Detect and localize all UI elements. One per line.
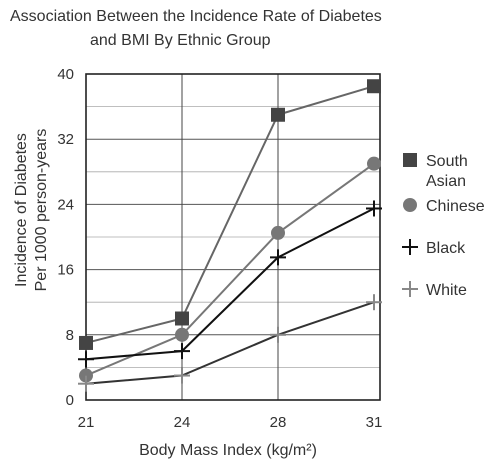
y-axis-label-line-2: Per 1000 person-years: [33, 129, 50, 292]
data-point: [79, 368, 93, 383]
chart-title-line-2: and BMI By Ethnic Group: [90, 32, 271, 49]
chart-title-line-1: Association Between the Incidence Rate o…: [10, 8, 382, 25]
data-point: [174, 367, 190, 384]
x-tick-label: 21: [78, 414, 95, 431]
grid: [85, 73, 381, 401]
data-point: [78, 375, 94, 392]
legend-marker: [402, 239, 418, 255]
data-point: [271, 225, 285, 240]
y-tick-label: 40: [57, 66, 74, 83]
y-tick-labels: 0 8 16 24 32 40: [57, 66, 74, 409]
y-tick-label: 16: [57, 262, 74, 279]
y-tick-label: 0: [66, 392, 74, 409]
data-point: [175, 327, 189, 342]
legend: South Asian Chinese Black White: [402, 153, 485, 299]
legend-label: South: [426, 153, 468, 170]
data-point: [271, 107, 285, 122]
data-point: [367, 156, 381, 171]
x-tick-label: 24: [174, 414, 191, 431]
series-line: [85, 301, 375, 385]
y-tick-label: 8: [66, 327, 74, 344]
y-tick-label: 32: [57, 131, 74, 148]
legend-marker: [403, 198, 417, 212]
x-tick-labels: 21 24 28 31: [78, 414, 383, 431]
legend-label: White: [426, 282, 467, 299]
data-point: [175, 311, 189, 326]
y-axis-label-line-1: Incidence of Diabetes: [13, 133, 30, 287]
data-point: [174, 343, 190, 360]
x-axis-label: Body Mass Index (kg/m²): [139, 442, 317, 459]
data-series: [78, 79, 382, 392]
data-point: [366, 200, 382, 217]
data-point: [270, 326, 286, 343]
series-line: [85, 85, 375, 344]
x-tick-label: 28: [270, 414, 287, 431]
legend-label: Black: [426, 240, 466, 257]
series-line: [85, 207, 375, 361]
legend-marker: [403, 153, 417, 167]
data-point: [78, 351, 94, 368]
legend-label: Chinese: [426, 198, 485, 215]
data-point: [366, 294, 382, 311]
plot-frame: [85, 73, 381, 401]
x-tick-label: 31: [366, 414, 383, 431]
y-tick-label: 24: [57, 196, 74, 213]
legend-label: Asian: [426, 173, 466, 190]
data-point: [367, 79, 381, 94]
data-point: [270, 249, 286, 266]
legend-marker: [402, 281, 418, 297]
data-point: [79, 335, 93, 350]
